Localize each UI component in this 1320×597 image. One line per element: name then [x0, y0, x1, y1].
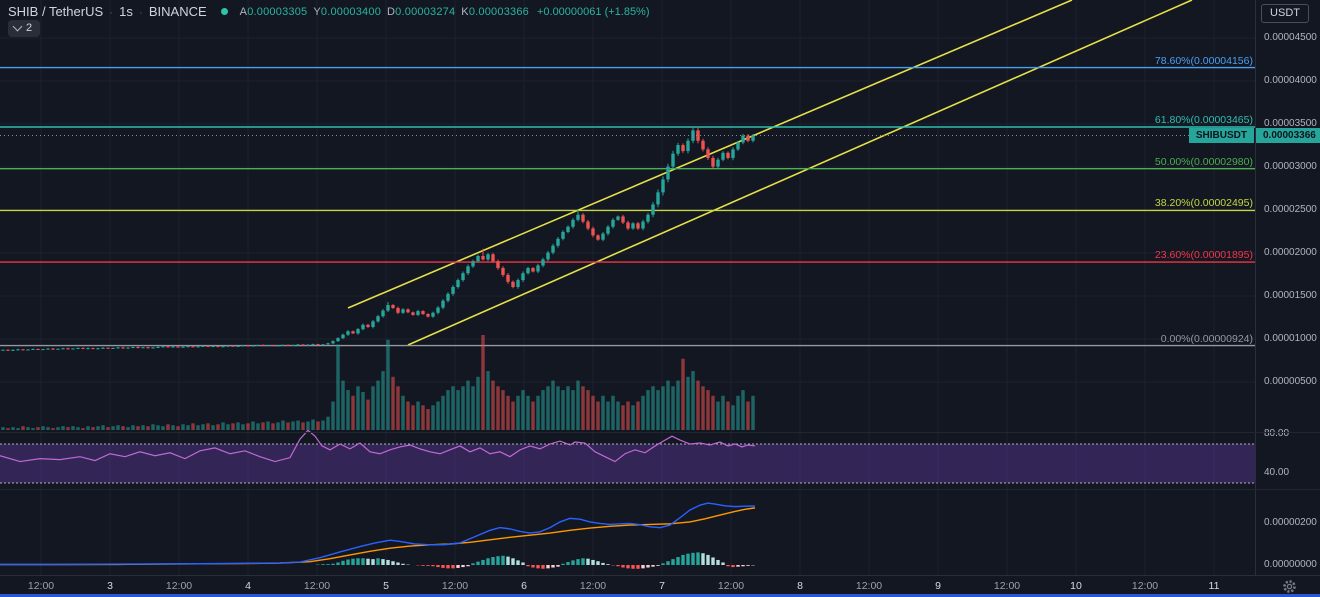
price-chart-canvas[interactable] — [0, 0, 1255, 575]
ohlc-close: K0.00003366 — [461, 5, 529, 18]
pane-separator-macd[interactable] — [0, 489, 1320, 490]
fib-level-label-382[interactable]: 38.20%(0.00002495) — [1154, 197, 1253, 210]
price-tick: 0.00004500 — [1264, 32, 1317, 43]
ohlc-high: Y0.00003400 — [313, 5, 382, 18]
macd-signal-line — [0, 507, 756, 566]
time-tick: 7 — [659, 580, 665, 592]
chevron-down-icon — [12, 21, 23, 32]
time-tick: 12:00 — [1131, 580, 1159, 592]
last-price-symbol-label: SHIBUSDT — [1188, 127, 1254, 143]
price-tick: 0.00001500 — [1264, 290, 1317, 301]
time-tick: 10 — [1070, 580, 1082, 592]
time-tick: 12:00 — [27, 580, 55, 592]
price-tick: 0.00001000 — [1264, 333, 1317, 344]
macd-tick: 0.00000000 — [1264, 559, 1317, 570]
fib-level-label-618[interactable]: 61.80%(0.00003465) — [1154, 114, 1253, 126]
time-tick: 12:00 — [165, 580, 193, 592]
channel-lower-line — [407, 0, 1193, 346]
price-tick: 0.00002000 — [1264, 247, 1317, 258]
time-tick: 6 — [521, 580, 527, 592]
trend-channel-layer — [347, 0, 1193, 346]
rsi-line — [0, 429, 756, 463]
exchange-label[interactable]: BINANCE — [148, 4, 207, 19]
time-tick: 12:00 — [717, 580, 745, 592]
price-tick: 0.00003000 — [1264, 161, 1317, 172]
macd-tick: 0.00000200 — [1264, 517, 1317, 528]
chart-legend: SHIB / TetherUS · 1s · BINANCE A0.000033… — [8, 4, 650, 19]
price-tick: 0.00002500 — [1264, 204, 1317, 215]
price-tick: 0.00004000 — [1264, 75, 1317, 86]
legend-separator: · — [138, 4, 143, 19]
candles-layer — [1, 127, 755, 351]
volume-layer — [1, 335, 755, 430]
price-change-label: +0.00000061 (+1.85%) — [536, 5, 650, 18]
time-tick: 12:00 — [441, 580, 469, 592]
time-tick: 11 — [1208, 580, 1220, 592]
time-tick: 3 — [107, 580, 113, 592]
indicator-count: 2 — [26, 22, 33, 34]
rsi-tick: 40.00 — [1264, 467, 1290, 479]
ohlc-low: D0.00003274 — [387, 5, 456, 18]
macd-line — [0, 502, 756, 566]
rsi-band-layer — [0, 443, 1255, 484]
time-tick: 12:00 — [855, 580, 883, 592]
window-accent-line — [0, 594, 1320, 597]
price-tick: 0.00003500 — [1264, 118, 1317, 129]
gear-icon[interactable] — [1282, 579, 1297, 594]
symbol-name[interactable]: SHIB / TetherUS — [8, 4, 104, 19]
currency-toggle-button[interactable]: USDT — [1261, 4, 1309, 23]
time-tick: 4 — [245, 580, 251, 592]
fib-level-label-236[interactable]: 23.60%(0.00001895) — [1154, 249, 1253, 262]
fib-level-label-500[interactable]: 50.00%(0.00002980) — [1154, 155, 1253, 168]
legend-separator: · — [109, 4, 114, 19]
time-tick: 5 — [383, 580, 389, 592]
stream-status-dot — [220, 8, 228, 15]
pane-separator-rsi[interactable] — [0, 432, 1320, 433]
rsi-tick: 80.00 — [1264, 428, 1290, 440]
channel-upper-line — [347, 0, 1073, 309]
price-axis[interactable]: 0.00004500 0.00004000 0.00003500 0.00003… — [1255, 0, 1320, 575]
time-tick: 8 — [797, 580, 803, 592]
ohlc-open: A0.00003305 — [239, 5, 308, 18]
indicators-collapsed-badge[interactable]: 2 — [8, 20, 41, 37]
interval-label[interactable]: 1s — [119, 4, 133, 19]
fib-level-label-000[interactable]: 0.00%(0.00000924) — [1160, 332, 1253, 345]
time-axis[interactable]: 12:00 3 12:00 4 12:00 5 12:00 6 12:00 7 … — [0, 575, 1320, 597]
fib-level-label-786[interactable]: 78.60%(0.00004156) — [1154, 54, 1253, 67]
time-tick: 12:00 — [579, 580, 607, 592]
last-price-axis-label: 0.00003366 — [1256, 127, 1320, 143]
time-tick: 12:00 — [303, 580, 331, 592]
time-tick: 9 — [935, 580, 941, 592]
price-tick: 0.00000500 — [1264, 376, 1317, 387]
fib-lines-layer — [0, 66, 1255, 347]
macd-histogram-layer — [316, 552, 755, 569]
time-tick: 12:00 — [993, 580, 1021, 592]
